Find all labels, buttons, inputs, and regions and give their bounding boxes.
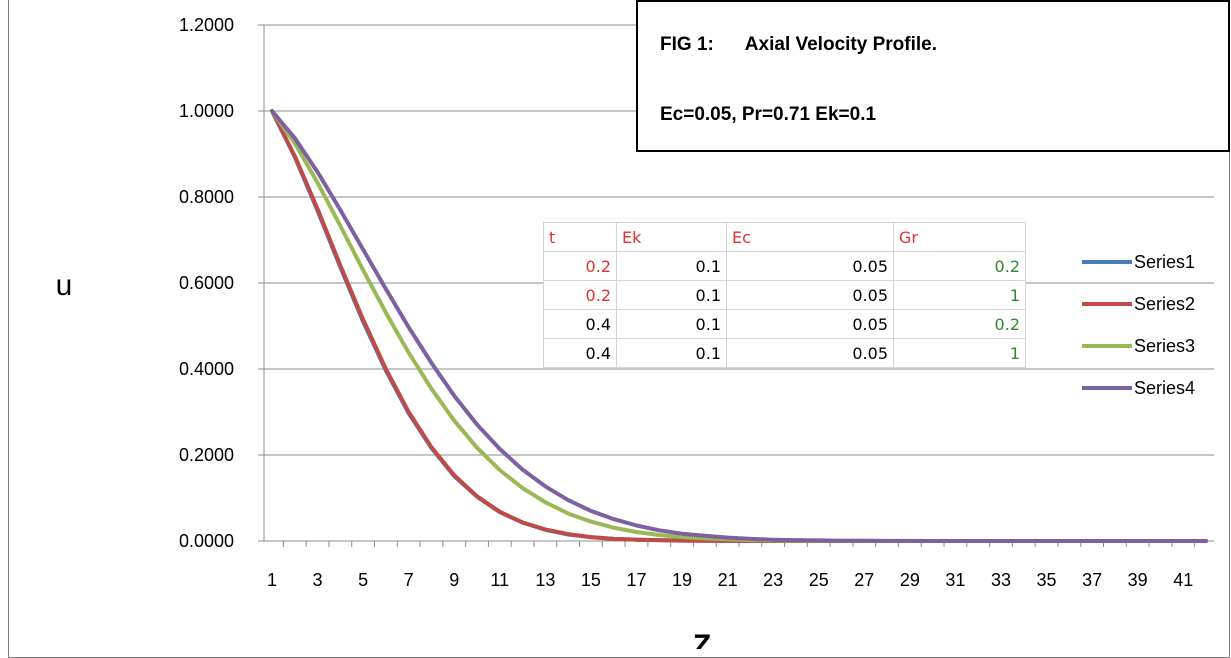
- y-axis-title: u: [56, 269, 73, 302]
- y-tick-label: 0.6000: [179, 273, 234, 293]
- table-cell-t: 0.4: [543, 338, 617, 368]
- table-header-gr: Gr: [893, 222, 1026, 252]
- x-tick-label: 11: [490, 570, 509, 590]
- x-tick-label: 37: [1082, 570, 1102, 590]
- chart-title: FIG 1: Axial Velocity Profile.: [660, 34, 937, 55]
- y-tick-label: 0.2000: [179, 445, 234, 465]
- table-cell-ec: 0.05: [726, 251, 894, 281]
- table-row: 0.2 0.1 0.05 1: [543, 280, 1026, 310]
- y-tick-label: 1.2000: [179, 15, 234, 35]
- x-tick-label: 39: [1128, 570, 1148, 590]
- table-header-t: t: [543, 222, 617, 252]
- chart-title-box: FIG 1: Axial Velocity Profile. Ec=0.05, …: [636, 0, 1230, 152]
- legend-label: Series2: [1134, 294, 1195, 314]
- table-header-ec: Ec: [726, 222, 894, 252]
- x-tick-label: 41: [1173, 570, 1193, 590]
- x-tick-label: 5: [358, 570, 368, 590]
- table-row: 0.4 0.1 0.05 1: [543, 338, 1026, 368]
- y-tick-label: 0.0000: [179, 531, 234, 551]
- y-tick-label: 0.4000: [179, 359, 234, 379]
- x-tick-label: 15: [581, 570, 601, 590]
- series-line-4: [270, 109, 1208, 543]
- table-cell-gr: 0.2: [893, 309, 1026, 339]
- x-tick-label: 21: [718, 570, 738, 590]
- table-header-row: t Ek Ec Gr: [543, 222, 1026, 252]
- x-tick-label: 25: [809, 570, 829, 590]
- x-tick-label: 31: [945, 570, 965, 590]
- x-axis-title: Z: [693, 629, 711, 649]
- legend-label: Series3: [1134, 336, 1195, 356]
- table-cell-gr: 0.2: [893, 251, 1026, 281]
- x-tick-label: 9: [449, 570, 459, 590]
- parameter-table: t Ek Ec Gr 0.2 0.1 0.05 0.2 0.2 0.1 0.05…: [543, 222, 1026, 368]
- table-cell-gr: 1: [893, 280, 1026, 310]
- table-row: 0.4 0.1 0.05 0.2: [543, 309, 1026, 339]
- table-cell-ec: 0.05: [726, 280, 894, 310]
- x-tick-label: 29: [900, 570, 920, 590]
- legend-label: Series4: [1134, 378, 1195, 398]
- table-cell-t: 0.2: [543, 251, 617, 281]
- x-tick-label: 33: [991, 570, 1011, 590]
- table-cell-ek: 0.1: [616, 251, 727, 281]
- x-tick-label: 17: [626, 570, 646, 590]
- x-tick-label: 7: [404, 570, 414, 590]
- table-row: 0.2 0.1 0.05 0.2: [543, 251, 1026, 281]
- x-tick-label: 3: [313, 570, 323, 590]
- x-tick-label: 23: [763, 570, 783, 590]
- table-cell-t: 0.4: [543, 309, 617, 339]
- x-tick-label: 13: [535, 570, 555, 590]
- x-tick-label: 1: [267, 570, 277, 590]
- table-cell-ec: 0.05: [726, 338, 894, 368]
- y-tick-label: 1.0000: [179, 101, 234, 121]
- table-cell-ec: 0.05: [726, 309, 894, 339]
- x-tick-label: 35: [1037, 570, 1057, 590]
- table-cell-gr: 1: [893, 338, 1026, 368]
- table-cell-ek: 0.1: [616, 309, 727, 339]
- table-cell-ek: 0.1: [616, 280, 727, 310]
- y-tick-label: 0.8000: [179, 187, 234, 207]
- table-header-ek: Ek: [616, 222, 727, 252]
- x-tick-label: 27: [854, 570, 874, 590]
- x-tick-label: 19: [672, 570, 692, 590]
- chart-subtitle: Ec=0.05, Pr=0.71 Ek=0.1: [660, 104, 877, 125]
- legend-label: Series1: [1134, 252, 1195, 272]
- table-cell-t: 0.2: [543, 280, 617, 310]
- table-cell-ek: 0.1: [616, 338, 727, 368]
